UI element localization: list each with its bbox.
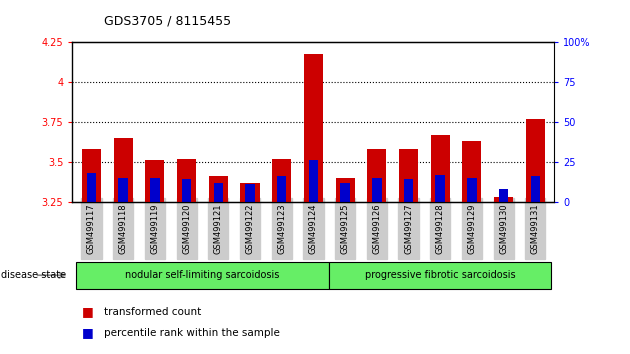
Bar	[494, 197, 513, 202]
Text: transformed count: transformed count	[104, 307, 201, 316]
Text: ■: ■	[82, 305, 94, 318]
Bar	[277, 176, 287, 202]
Bar	[113, 138, 133, 202]
Bar	[209, 176, 228, 202]
Bar	[329, 262, 551, 289]
Text: GDS3705 / 8115455: GDS3705 / 8115455	[104, 14, 231, 27]
Bar	[245, 184, 255, 202]
Bar	[146, 160, 164, 202]
Bar	[150, 178, 159, 202]
Text: disease state: disease state	[1, 270, 66, 280]
Bar	[404, 179, 413, 202]
Bar	[336, 178, 355, 202]
Bar	[340, 183, 350, 202]
Bar	[177, 159, 196, 202]
Bar	[309, 160, 318, 202]
Bar	[435, 175, 445, 202]
Bar	[431, 135, 450, 202]
Bar	[304, 54, 323, 202]
Bar	[530, 176, 540, 202]
Bar	[87, 173, 96, 202]
Bar	[372, 178, 382, 202]
Bar	[76, 262, 329, 289]
Text: nodular self-limiting sarcoidosis: nodular self-limiting sarcoidosis	[125, 270, 280, 280]
Bar	[182, 179, 192, 202]
Bar	[272, 159, 291, 202]
Bar	[367, 149, 386, 202]
Bar	[399, 149, 418, 202]
Text: progressive fibrotic sarcoidosis: progressive fibrotic sarcoidosis	[365, 270, 515, 280]
Bar	[118, 178, 128, 202]
Bar	[214, 183, 223, 202]
Bar	[82, 149, 101, 202]
Bar	[241, 183, 260, 202]
Text: percentile rank within the sample: percentile rank within the sample	[104, 328, 280, 338]
Bar	[462, 141, 481, 202]
Bar	[526, 119, 545, 202]
Text: ■: ■	[82, 326, 94, 339]
Bar	[499, 189, 508, 202]
Bar	[467, 178, 477, 202]
